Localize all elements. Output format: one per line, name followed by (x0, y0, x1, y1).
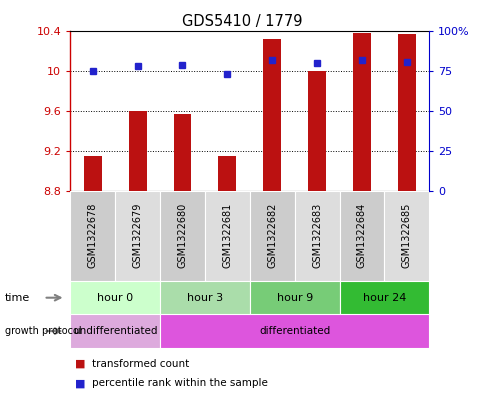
Bar (249, 281, 339, 314)
Bar (383, 191, 428, 281)
Text: hour 24: hour 24 (362, 293, 405, 303)
Bar (70, 281, 160, 314)
Bar (70, 191, 115, 281)
Text: transformed count: transformed count (92, 358, 189, 369)
Text: GSM1322678: GSM1322678 (88, 203, 98, 268)
Bar (128, 111, 146, 191)
Bar (397, 35, 415, 191)
Text: GSM1322680: GSM1322680 (177, 203, 187, 268)
Bar (339, 191, 384, 281)
Bar (352, 33, 370, 191)
Text: hour 3: hour 3 (186, 293, 223, 303)
Text: GDS5410 / 1779: GDS5410 / 1779 (182, 14, 302, 29)
Bar (263, 39, 281, 191)
Bar (70, 314, 160, 348)
Text: hour 9: hour 9 (276, 293, 312, 303)
Bar (204, 191, 249, 281)
Bar (294, 191, 339, 281)
Text: time: time (5, 293, 30, 303)
Text: undifferentiated: undifferentiated (73, 326, 157, 336)
Bar (84, 156, 102, 191)
Bar (218, 156, 236, 191)
Text: GSM1322685: GSM1322685 (401, 203, 411, 268)
Bar (115, 191, 160, 281)
Text: GSM1322682: GSM1322682 (267, 203, 277, 268)
Text: GSM1322684: GSM1322684 (356, 203, 366, 268)
Text: differentiated: differentiated (258, 326, 330, 336)
Bar (173, 114, 191, 191)
Text: ■: ■ (75, 358, 86, 369)
Text: hour 0: hour 0 (97, 293, 133, 303)
Text: GSM1322683: GSM1322683 (311, 203, 321, 268)
Bar (249, 191, 294, 281)
Text: GSM1322679: GSM1322679 (132, 203, 142, 268)
Bar (160, 191, 204, 281)
Bar (307, 71, 325, 191)
Text: GSM1322681: GSM1322681 (222, 203, 232, 268)
Bar (160, 314, 428, 348)
Text: percentile rank within the sample: percentile rank within the sample (92, 378, 268, 388)
Bar (339, 281, 428, 314)
Text: ■: ■ (75, 378, 86, 388)
Text: growth protocol: growth protocol (5, 326, 81, 336)
Bar (160, 281, 249, 314)
